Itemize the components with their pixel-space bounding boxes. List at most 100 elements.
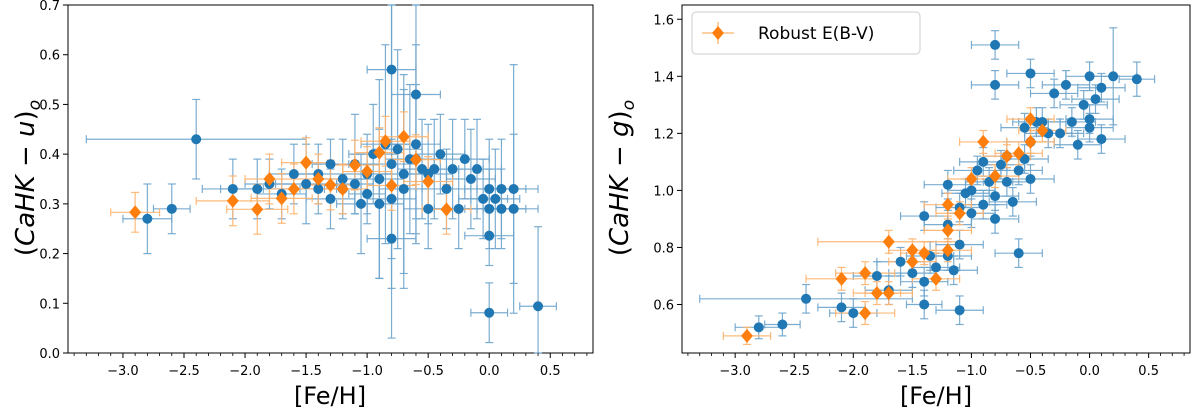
- y-tick-label: 0.6: [39, 49, 60, 64]
- data-point-circle: [1078, 99, 1089, 110]
- data-point-diamond: [1000, 149, 1013, 164]
- data-point-circle: [472, 164, 483, 175]
- data-point-circle: [410, 139, 421, 150]
- x-tick-label: −0.5: [1015, 364, 1047, 379]
- data-point-circle: [972, 165, 983, 176]
- data-point-diamond: [965, 172, 978, 186]
- data-point-diamond: [882, 234, 895, 249]
- data-point-circle: [478, 193, 489, 204]
- right-plot-area: [681, 4, 1191, 354]
- y-tick-label: 0.3: [39, 198, 60, 213]
- data-point-circle: [1090, 94, 1101, 105]
- data-point-circle: [362, 188, 373, 199]
- data-point-diamond: [1024, 112, 1037, 127]
- data-point-circle: [325, 193, 336, 204]
- data-point-diamond: [870, 286, 883, 301]
- data-point-circle: [948, 265, 959, 276]
- data-point-circle: [1019, 154, 1030, 165]
- data-point-circle: [447, 164, 458, 175]
- data-point-circle: [1084, 71, 1095, 82]
- data-point-circle: [508, 203, 519, 214]
- data-point-circle: [984, 176, 995, 187]
- data-point-circle: [919, 276, 930, 287]
- data-point-circle: [533, 301, 544, 312]
- y-tick-label: 0.1: [39, 297, 60, 312]
- data-point-circle: [919, 211, 930, 222]
- data-point-diamond: [385, 178, 398, 193]
- data-point-circle: [356, 198, 367, 209]
- data-point-circle: [1131, 74, 1142, 85]
- data-point-diamond: [373, 145, 386, 160]
- data-point-diamond: [361, 164, 374, 179]
- data-point-circle: [753, 322, 764, 333]
- data-point-circle: [435, 149, 446, 160]
- x-tick-label: −2.0: [229, 364, 261, 379]
- x-tick-label: 0.5: [540, 364, 561, 379]
- data-point-circle: [978, 199, 989, 210]
- data-point-circle: [337, 174, 348, 184]
- data-point-diamond: [409, 152, 422, 167]
- data-point-circle: [990, 79, 1001, 90]
- data-point-circle: [966, 185, 977, 196]
- data-point-circle: [441, 183, 452, 194]
- data-point-circle: [1019, 122, 1030, 133]
- data-point-circle: [484, 183, 495, 194]
- data-point-circle: [1055, 128, 1066, 139]
- data-point-circle: [1013, 165, 1024, 176]
- data-point-diamond: [324, 177, 337, 192]
- data-point-diamond: [312, 172, 325, 186]
- x-tick-label: −1.5: [290, 364, 322, 379]
- data-point-circle: [1066, 116, 1077, 127]
- error-bar: [403, 156, 454, 207]
- x-tick-label: −2.0: [838, 364, 870, 379]
- data-point-circle: [288, 169, 299, 180]
- data-point-circle: [1007, 196, 1018, 207]
- x-tick-label: −0.5: [412, 364, 444, 379]
- data-point-circle: [459, 154, 470, 165]
- data-point-diamond: [226, 193, 239, 208]
- data-point-diamond: [835, 271, 848, 286]
- data-point-diamond: [251, 202, 264, 217]
- data-point-diamond: [859, 306, 872, 321]
- data-point-diamond: [422, 174, 435, 189]
- data-point-diamond: [859, 266, 872, 281]
- data-point-circle: [931, 262, 941, 273]
- data-point-circle: [1049, 88, 1060, 99]
- y-tick-label: 1.4: [653, 70, 674, 85]
- data-point-circle: [777, 319, 788, 330]
- data-point-circle: [1060, 79, 1071, 90]
- x-tick-label: −2.5: [778, 364, 810, 379]
- x-tick-label: −1.0: [351, 364, 383, 379]
- left-chart: −3.0 −2.5 −2.0 −1.5 −1.0 −0.5 0.0 0.5 0.0 0.1 0.2 0…: [11, 0, 594, 410]
- data-point-circle: [995, 159, 1006, 170]
- y-tick-label: 1.2: [653, 127, 674, 142]
- data-point-diamond: [882, 286, 895, 301]
- x-tick-label: 0.5: [1138, 364, 1159, 379]
- data-point-circle: [423, 203, 434, 214]
- right-chart: −3.0 −2.5 −2.0 −1.5 −1.0 −0.5 0.0 0.5 0.6 0.8 1.0 1…: [605, 4, 1191, 410]
- y-tick-label: 0.2: [39, 248, 60, 263]
- y-tick-label: 0.4: [39, 148, 60, 163]
- data-point-circle: [978, 156, 989, 167]
- data-point-circle: [895, 256, 906, 267]
- left-y-axis-label: (CaHK − u)o: [11, 100, 45, 256]
- data-point-diamond: [918, 246, 931, 261]
- data-point-diamond: [989, 169, 1002, 184]
- data-point-circle: [490, 193, 501, 204]
- data-point-circle: [1025, 68, 1036, 79]
- legend-diamond-marker: [712, 26, 724, 40]
- x-tick-label: −1.0: [956, 364, 988, 379]
- data-point-circle: [465, 174, 476, 184]
- data-point-diamond: [941, 223, 954, 238]
- right-markers: [740, 39, 1142, 343]
- data-point-diamond: [263, 172, 276, 186]
- data-point-circle: [386, 233, 397, 244]
- data-point-diamond: [1036, 123, 1049, 138]
- data-point-circle: [954, 239, 965, 250]
- left-markers: [129, 64, 544, 318]
- right-y-axis-label: (CaHK − g)o: [605, 100, 639, 256]
- data-point-diamond: [379, 134, 392, 149]
- data-point-circle: [453, 203, 464, 214]
- data-point-circle: [392, 144, 403, 155]
- x-tick-label: −3.0: [107, 364, 139, 379]
